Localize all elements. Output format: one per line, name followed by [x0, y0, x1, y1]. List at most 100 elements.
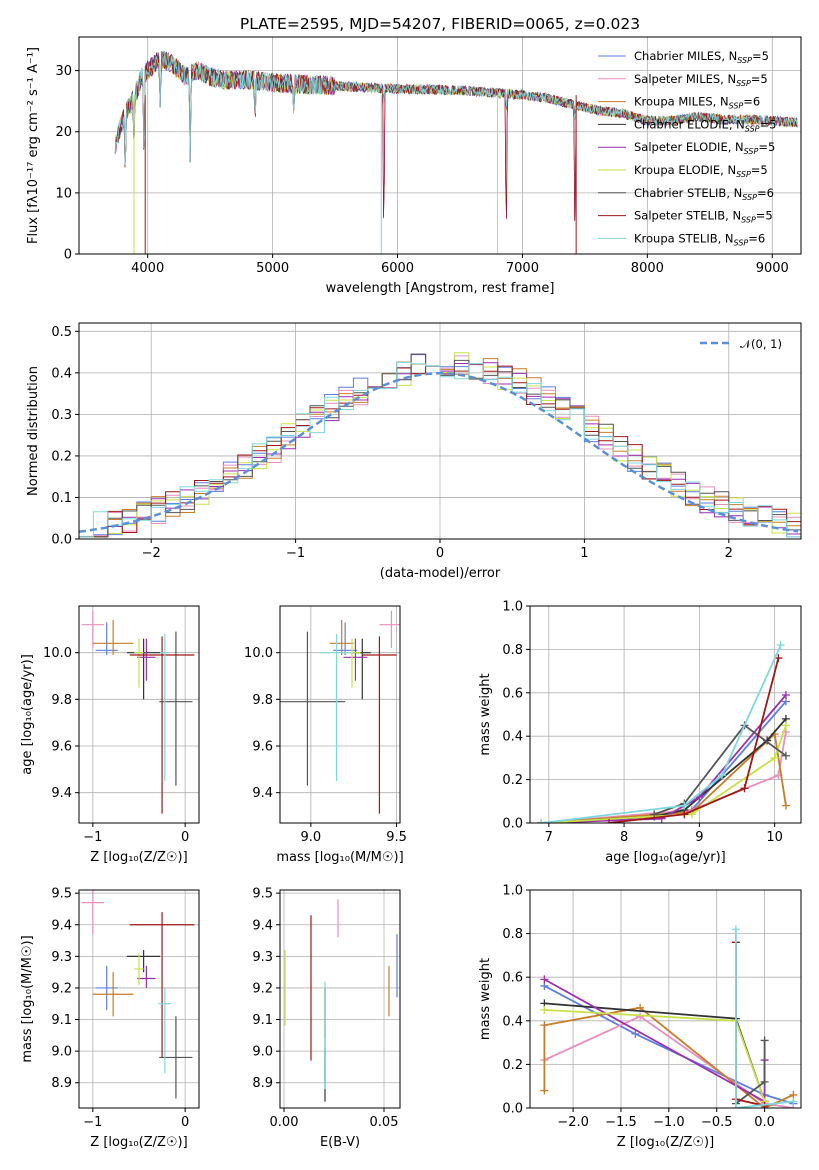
legend-label-kroupa_elodie: Kroupa ELODIE, NSSP=5: [634, 163, 768, 179]
errorbar-chabrier_elodie: [127, 638, 161, 700]
x-axis-label: Z [log₁₀(Z/Z☉)]: [90, 850, 187, 865]
x-axis-label: Z [log₁₀(Z/Z☉)]: [90, 1135, 187, 1150]
errorbar-salpeter_miles: [379, 610, 400, 648]
errorbar-salpeter_elodie: [137, 638, 156, 681]
weight-line-salpeter_elodie: [543, 978, 766, 1104]
weight-line-salpeter_stelib: [735, 942, 765, 1107]
weight-marker-kroupa_stelib: [731, 1104, 740, 1108]
y-tick-label: 1.0: [502, 884, 523, 899]
legend-label-salpeter_miles: Salpeter MILES, NSSP=5: [634, 72, 768, 88]
ticks: 9.0 9.5 9.4 9.6 9.8 10.0: [244, 646, 407, 845]
y-tick-label: 9.0: [51, 1045, 72, 1060]
y-tick-label: 0.2: [502, 1058, 523, 1073]
weight-line-salpeter_miles: [541, 731, 787, 823]
weight-marker-kroupa_stelib: [776, 641, 785, 650]
weight-marker-chabrier_miles: [631, 1029, 640, 1038]
x-tick-label: 2: [725, 546, 733, 561]
legend-label-chabrier_stelib: Chabrier STELIB, NSSP=6: [634, 186, 774, 202]
x-tick-label: 0.05: [370, 1115, 399, 1130]
grid-lines: [79, 890, 199, 1108]
weight-marker-chabrier_stelib: [781, 751, 790, 760]
errorbar-kroupa_stelib: [158, 987, 172, 1074]
weight-marker-salpeter_stelib: [605, 819, 614, 823]
chart-mass_weight_vs_Z: −2.0 −1.5 −1.0 −0.5 0.0 0.0 0.2 0.4 0.6 0.8 1.0 Z […: [478, 884, 802, 1150]
y-tick-label: 9.8: [51, 693, 72, 708]
x-tick-label: −2: [142, 546, 161, 561]
y-tick-label: 9.4: [252, 786, 273, 801]
chart-residuals: −2 −1 0 1 2 0.0 0.1 0.2 0.3 0.4 0.5 (data-model)/er…: [26, 322, 802, 581]
weight-line-chabrier_elodie: [544, 1002, 766, 1102]
x-axis-label: mass [log₁₀(M/M☉)]: [276, 850, 403, 865]
ticks: 0.00 0.05 8.9 9.0 9.1 9.2 9.3 9.4 9.5: [252, 887, 398, 1130]
spectrum-legend: Chabrier MILES, NSSP=5 Salpeter MILES, NS…: [598, 49, 776, 247]
x-tick-label: 8: [620, 830, 628, 845]
weight-marker-salpeter_elodie: [781, 690, 790, 699]
x-tick-label: 1: [580, 546, 588, 561]
ticks: −1 0 9.4 9.6 9.8 10.0: [43, 646, 189, 845]
y-tick-label: 8.9: [51, 1076, 72, 1091]
legend-label-gaussian: 𝒩(0, 1): [740, 337, 782, 351]
y-axis-label: Normed distribution: [26, 366, 41, 496]
weight-marker-salpeter_stelib: [680, 810, 689, 819]
errorbar-chabrier_elodie: [353, 638, 371, 700]
weight-line-chabrier_miles: [543, 985, 794, 1105]
x-tick-label: 6000: [381, 261, 414, 276]
axes-frame: [78, 889, 200, 1109]
y-tick-label: 9.4: [51, 918, 72, 933]
errorbar-salpeter_elodie: [137, 965, 156, 988]
x-tick-label: 9: [695, 830, 703, 845]
weight-line-kroupa_miles: [541, 732, 787, 823]
ticks: 4000 5000 6000 7000 8000 9000 0 10 20 30: [55, 64, 788, 276]
x-tick-label: 9.0: [301, 830, 322, 845]
spectrum-line-kroupa_stelib: [114, 52, 798, 165]
weight-marker-kroupa_miles: [540, 1021, 549, 1030]
weight-line-kroupa_elodie: [544, 1009, 766, 1102]
y-axis-label: mass [log₁₀(M/M☉)]: [20, 935, 35, 1062]
weight-marker-kroupa_stelib: [717, 771, 726, 780]
y-tick-label: 10: [55, 186, 72, 201]
x-axis-label: wavelength [Angstrom, rest frame]: [326, 281, 555, 296]
grid-lines: [79, 323, 801, 540]
weight-marker-salpeter_elodie: [540, 975, 549, 984]
grid-lines: [280, 606, 400, 823]
y-tick-label: 0.4: [502, 1014, 523, 1029]
weight-marker-chabrier_stelib: [760, 1036, 769, 1045]
errorbar-chabrier_miles: [95, 622, 118, 655]
errorbar-salpeter_miles: [81, 610, 104, 648]
y-tick-label: 9.2: [252, 981, 273, 996]
chart-age_vs_Z: −1 0 9.4 9.6 9.8 10.0 Z [log₁₀(Z/Z☉)] age [log₁…: [20, 605, 200, 865]
errorbar-kroupa_miles: [92, 972, 134, 1017]
y-tick-label: 10.0: [43, 646, 72, 661]
axes-frame: [279, 889, 401, 1109]
x-tick-label: 0.0: [754, 1115, 775, 1130]
y-axis-label: age [log₁₀(age/yr)]: [20, 654, 35, 775]
errorbar-kroupa_elodie: [134, 638, 144, 688]
x-tick-label: 8000: [631, 261, 664, 276]
y-tick-label: 0.4: [51, 366, 72, 381]
axes-frame: [78, 322, 802, 540]
plot-area: [114, 50, 798, 254]
x-tick-label: −0.5: [701, 1115, 733, 1130]
y-tick-label: 0.6: [502, 971, 523, 986]
weight-marker-chabrier_stelib: [760, 1077, 769, 1086]
weight-marker-kroupa_elodie: [781, 721, 790, 730]
weight-line-salpeter_elodie: [541, 694, 787, 823]
histogram-chabrier_stelib: [79, 353, 801, 538]
weight-line-kroupa_stelib: [541, 644, 782, 823]
y-axis-label: mass weight: [478, 958, 493, 1040]
x-tick-label: 0: [181, 830, 189, 845]
errorbar-salpeter_stelib: [129, 912, 195, 1058]
plot-area: [540, 925, 798, 1108]
grid-lines: [79, 606, 199, 823]
y-tick-label: 0.4: [502, 730, 523, 745]
errorbar-kroupa_miles: [92, 620, 134, 655]
y-tick-label: 9.4: [51, 786, 72, 801]
y-tick-label: 9.3: [252, 950, 273, 965]
chart-mass_vs_ebv: 0.00 0.05 8.9 9.0 9.1 9.2 9.3 9.4 9.5 E(B-V): [252, 887, 401, 1150]
x-tick-label: 5000: [256, 261, 289, 276]
y-tick-label: 9.8: [252, 693, 273, 708]
weight-line-salpeter_stelib: [608, 657, 780, 823]
weight-line-salpeter_miles: [544, 1015, 794, 1108]
histogram-kroupa_stelib: [79, 361, 801, 538]
